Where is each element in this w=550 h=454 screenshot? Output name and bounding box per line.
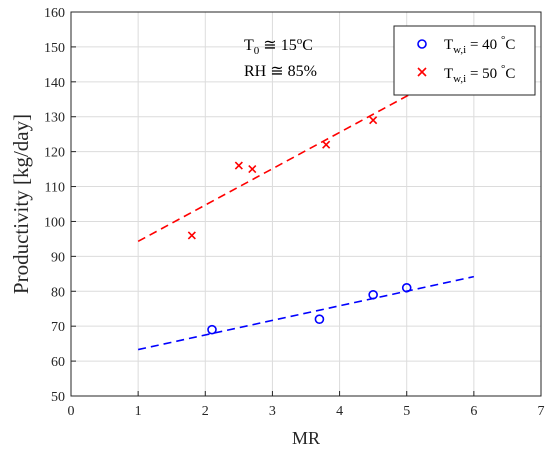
- data-point-x: [234, 161, 243, 170]
- annotation-1-base: T: [244, 37, 254, 54]
- legend-marker-circle: [417, 39, 427, 49]
- legend-2-base: T: [444, 66, 453, 82]
- legend-label-40: Tw,i = 40 °C: [444, 34, 515, 56]
- x-tick-label: 3: [269, 404, 276, 419]
- annotation-1-sup: o: [297, 35, 303, 47]
- legend-marker-x: [417, 67, 427, 77]
- x-tick-label: 6: [470, 404, 477, 419]
- legend-1-base: T: [444, 37, 453, 53]
- legend-2-tail: C: [505, 66, 515, 82]
- x-axis-label: MR: [292, 428, 320, 448]
- x-tick-label: 2: [202, 404, 209, 419]
- legend-2-rest: = 50: [466, 66, 501, 82]
- y-tick-label: 50: [51, 390, 65, 405]
- annotation-1-rest: ≅ 15: [259, 37, 296, 54]
- y-tick-label: 90: [51, 250, 65, 265]
- data-point-circle: [401, 282, 412, 293]
- data-point-circle: [207, 324, 217, 335]
- condition-annotation: T0 ≅ 15oC RH ≅ 85%: [244, 35, 317, 80]
- y-tick-label: 70: [51, 320, 65, 335]
- y-tick-label: 120: [44, 146, 65, 161]
- legend-1-rest: = 40: [466, 37, 501, 53]
- tick-labels: 0 1 2 3 4 5 6 7 50 60 70 80 90 100 110 120 130 140 150 160: [44, 6, 545, 419]
- x-tick-label: 7: [538, 404, 545, 419]
- legend: Tw,i = 40 °C Tw,i = 50 °C: [393, 25, 536, 96]
- legend-box: [393, 25, 536, 96]
- legend-label-50: Tw,i = 50 °C: [444, 63, 515, 85]
- legend-2-sub: w,i: [453, 73, 466, 85]
- annotation-1-tail: C: [302, 37, 313, 54]
- fit-line-series-1: [137, 275, 475, 351]
- y-axis-label: Productivity [kg/day]: [9, 114, 33, 294]
- y-tick-label: 60: [51, 355, 65, 370]
- y-tick-label: 100: [44, 215, 65, 230]
- x-tick-label: 4: [336, 404, 343, 419]
- data-point-x: [322, 140, 331, 149]
- annotation-1-sub: 0: [254, 45, 260, 57]
- data-point-circle: [368, 289, 378, 300]
- legend-2-sup: °: [501, 63, 505, 75]
- y-tick-label: 140: [44, 76, 65, 91]
- legend-1-tail: C: [505, 37, 515, 53]
- legend-1-sub: w,i: [453, 44, 466, 56]
- y-tick-label: 150: [44, 41, 65, 56]
- annotation-line-1: T0 ≅ 15oC: [244, 35, 313, 57]
- annotation-line-2: RH ≅ 85%: [244, 63, 317, 80]
- plot-frame: [70, 11, 542, 397]
- y-tick-label: 80: [51, 285, 65, 300]
- x-tick-label: 5: [403, 404, 410, 419]
- x-tick-label: 0: [68, 404, 75, 419]
- legend-1-sup: °: [501, 34, 505, 46]
- data-point-circle: [314, 314, 325, 325]
- y-tick-label: 110: [45, 181, 65, 196]
- data-point-x: [248, 165, 257, 174]
- x-tick-label: 1: [135, 404, 142, 419]
- data-points: [187, 116, 412, 335]
- data-point-x: [369, 116, 378, 125]
- data-point-x: [187, 231, 196, 240]
- y-tick-label: 130: [44, 111, 65, 126]
- y-tick-label: 160: [44, 6, 65, 21]
